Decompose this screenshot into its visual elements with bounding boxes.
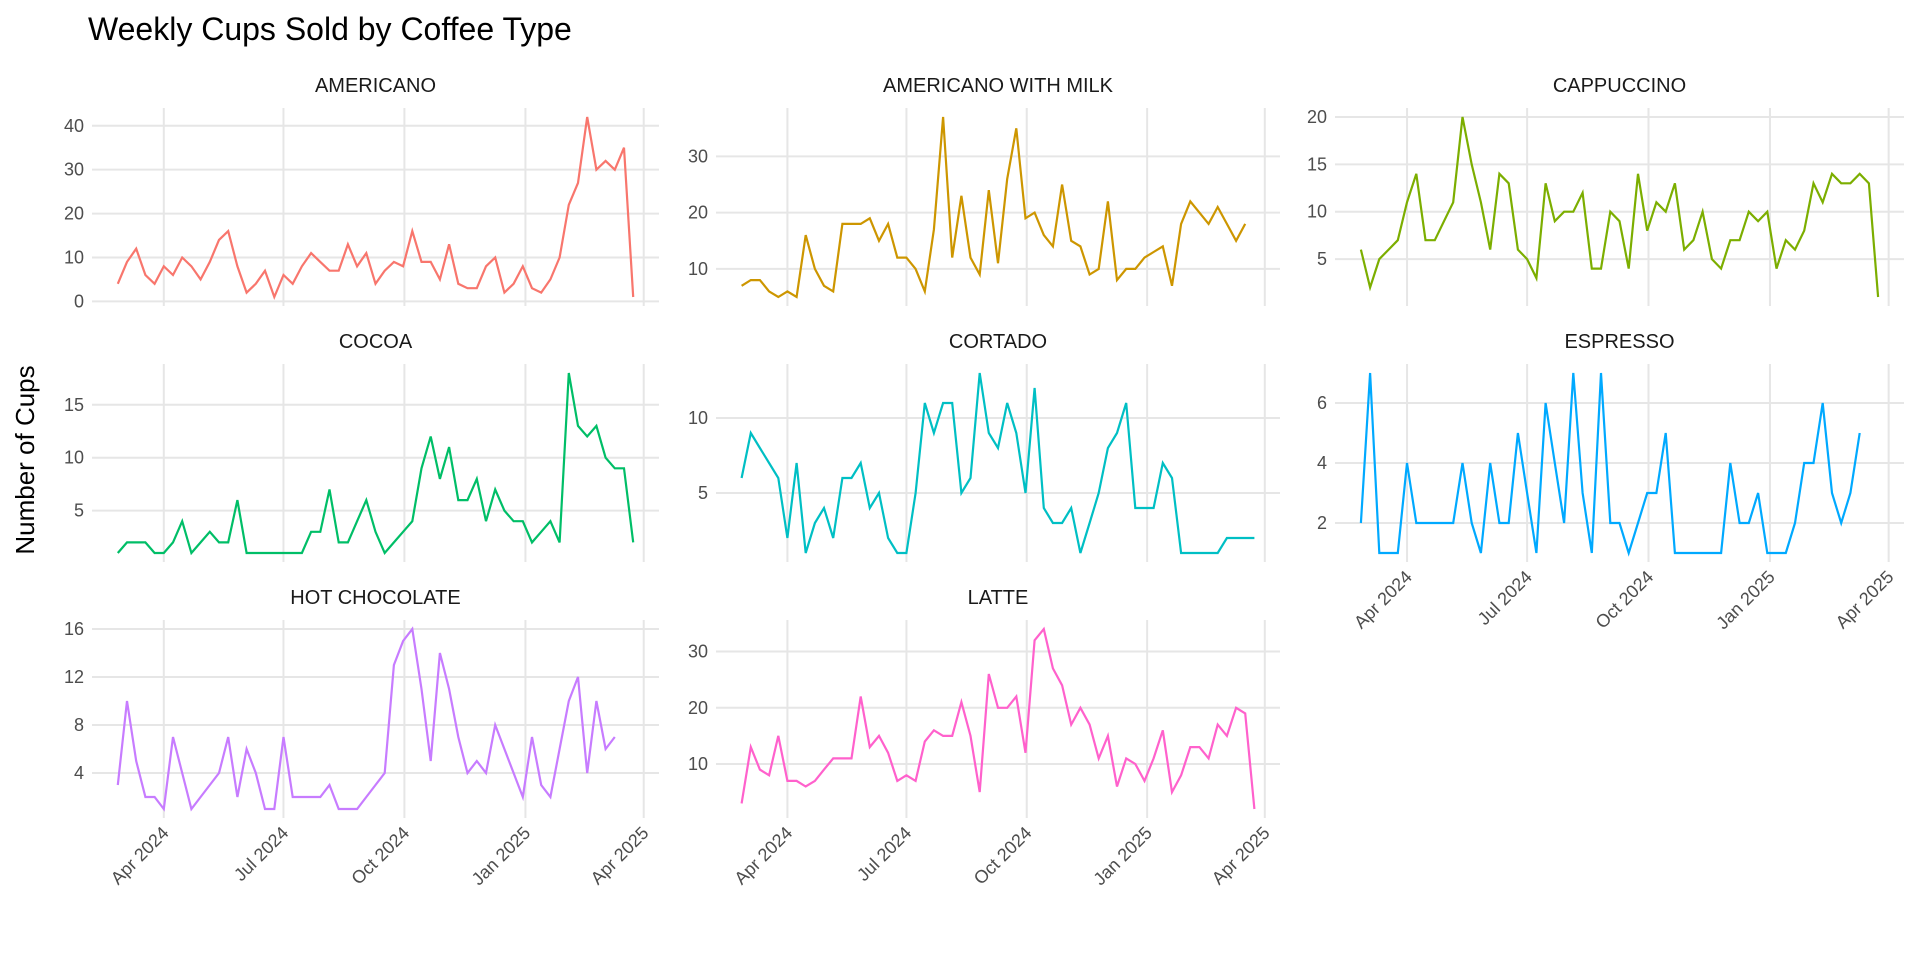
- x-tick-label: Jan 2025: [1089, 823, 1156, 890]
- strip-label: CAPPUCCINO: [1553, 75, 1686, 97]
- x-tick-label: Apr 2025: [587, 823, 653, 889]
- x-tick-label: Apr 2024: [107, 823, 173, 889]
- x-tick-label: Jul 2024: [1474, 567, 1536, 629]
- x-tick-label: Apr 2025: [1208, 823, 1274, 889]
- y-tick-label: 30: [64, 160, 84, 180]
- strip-label: LATTE: [968, 587, 1029, 609]
- y-tick-label: 20: [688, 698, 708, 718]
- y-tick-label: 6: [1317, 393, 1327, 413]
- y-tick-label: 10: [688, 259, 708, 279]
- x-tick-label: Oct 2024: [347, 823, 413, 889]
- strip-label: ESPRESSO: [1564, 331, 1674, 353]
- y-tick-label: 0: [74, 291, 84, 311]
- strip-label: AMERICANO: [315, 75, 436, 97]
- strip-label: HOT CHOCOLATE: [290, 587, 460, 609]
- strip-label: COCOA: [339, 331, 413, 353]
- y-axis-title: Number of Cups: [10, 365, 40, 554]
- y-tick-label: 2: [1317, 513, 1327, 533]
- y-tick-label: 10: [64, 448, 84, 468]
- line: [740, 626, 1256, 810]
- chart-title: Weekly Cups Sold by Coffee Type: [88, 11, 572, 47]
- x-tick-label: Jul 2024: [853, 823, 915, 885]
- x-tick-label: Apr 2025: [1832, 567, 1898, 633]
- x-tick-label: Apr 2024: [730, 823, 796, 889]
- y-tick-label: 10: [1307, 202, 1327, 222]
- line: [741, 116, 1247, 299]
- x-tick-label: Jul 2024: [230, 823, 292, 885]
- y-tick-label: 40: [64, 116, 84, 136]
- x-tick-label: Oct 2024: [970, 823, 1036, 889]
- x-tick-label: Jan 2025: [468, 823, 535, 890]
- y-tick-label: 15: [64, 395, 84, 415]
- line: [1359, 116, 1880, 298]
- y-tick-label: 5: [1317, 249, 1327, 269]
- y-tick-label: 10: [688, 754, 708, 774]
- y-tick-label: 10: [688, 408, 708, 428]
- y-tick-label: 4: [1317, 453, 1327, 473]
- y-tick-label: 5: [74, 501, 84, 521]
- y-tick-label: 8: [74, 715, 84, 735]
- x-tick-label: Apr 2024: [1350, 567, 1416, 633]
- y-tick-label: 30: [688, 146, 708, 166]
- y-tick-label: 15: [1307, 154, 1327, 174]
- strip-label: CORTADO: [949, 331, 1047, 353]
- line: [116, 116, 635, 301]
- line: [1359, 372, 1861, 557]
- y-tick-label: 20: [64, 204, 84, 224]
- y-tick-label: 30: [688, 642, 708, 662]
- y-tick-label: 16: [64, 619, 84, 639]
- y-tick-label: 5: [698, 483, 708, 503]
- y-tick-label: 20: [1307, 107, 1327, 127]
- x-tick-label: Oct 2024: [1592, 567, 1658, 633]
- line: [116, 626, 616, 812]
- y-tick-label: 20: [688, 203, 708, 223]
- line: [116, 372, 635, 556]
- x-tick-label: Jan 2025: [1712, 567, 1779, 634]
- line: [740, 372, 1255, 555]
- strip-label: AMERICANO WITH MILK: [883, 75, 1114, 97]
- y-tick-label: 10: [64, 247, 84, 267]
- y-tick-label: 12: [64, 667, 84, 687]
- y-tick-label: 4: [74, 763, 84, 783]
